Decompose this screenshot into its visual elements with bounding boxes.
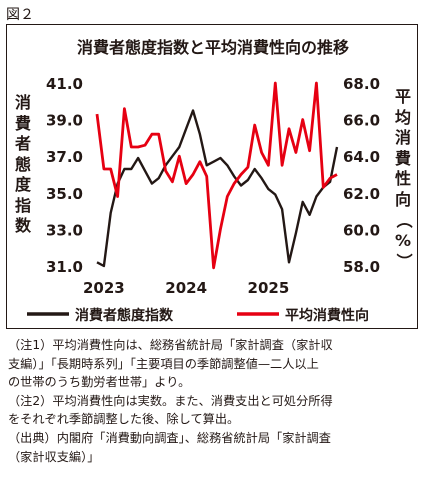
left-axis-label: 消費者態度指数 (13, 93, 33, 237)
axis-label-char: 指 (14, 195, 31, 215)
axis-label-char: 性 (394, 169, 411, 188)
axis-label-char: 費 (14, 113, 31, 133)
note-line: （注2）平均消費性向は実数。また、消費支出と可処分所得 (8, 393, 333, 408)
chart-svg: 消費者態度指数と平均消費性向の推移 31.0 33.0 35.0 37.0 39.0 41… (27, 38, 380, 324)
right-axis-label: 平均消費性向 （% ） (393, 87, 413, 272)
right-tick-label: 62.0 (343, 185, 380, 203)
axis-label-char: 向 (394, 189, 411, 209)
axis-label-char: （ (394, 212, 414, 229)
right-tick-label: 66.0 (343, 112, 380, 130)
note-line: （出典）内閣府「消費動向調査」、総務省統計局「家計調査 (8, 430, 331, 445)
right-tick-label: 68.0 (343, 75, 380, 93)
right-tick-label: 58.0 (343, 258, 380, 276)
left-tick-label: 37.0 (46, 148, 83, 166)
axis-label-char: 度 (14, 175, 31, 194)
x-tick-label: 2025 (248, 279, 290, 297)
axis-label-char: 消 (14, 93, 31, 112)
chart-title: 消費者態度指数と平均消費性向の推移 (77, 38, 349, 57)
x-axis-ticks: 2023 2024 2025 (83, 279, 289, 297)
note-line: （注1）平均消費性向は、総務省統計局「家計調査（家計収 (8, 338, 333, 352)
legend: 消費者態度指数 平均消費性向 (27, 307, 369, 324)
axis-label-char: % (394, 230, 412, 250)
left-tick-label: 39.0 (46, 112, 83, 130)
propensity-line (95, 81, 338, 270)
axis-label-char: 消 (394, 128, 411, 147)
axis-label-char: ） (394, 253, 414, 270)
left-tick-label: 31.0 (46, 258, 83, 276)
legend-label-consumer-confidence: 消費者態度指数 (75, 307, 174, 324)
figure-label: 図２ (6, 7, 34, 23)
axis-label-char: 者 (14, 134, 31, 153)
chart-frame: 消費者態度指数と平均消費性向の推移 31.0 33.0 35.0 37.0 39.0 41… (6, 24, 418, 329)
axis-label-char: 平 (394, 87, 411, 106)
axis-label-char: 数 (14, 216, 31, 235)
axis-label-char: 費 (394, 148, 411, 168)
note-line: の世帯のうち勤労者世帯」より。 (8, 375, 191, 390)
right-axis-ticks: 58.0 60.0 62.0 64.0 66.0 68.0 (343, 75, 380, 276)
x-tick-label: 2024 (165, 279, 207, 297)
axis-label-char: 態 (14, 154, 31, 174)
left-axis-ticks: 31.0 33.0 35.0 37.0 39.0 41.0 (46, 75, 83, 276)
notes: （注1）平均消費性向は、総務省統計局「家計調査（家計収 支編）」「長期時系列」「… (8, 336, 420, 466)
series-lines (95, 81, 339, 270)
axis-label-char: 均 (394, 107, 411, 127)
left-tick-label: 33.0 (46, 221, 83, 239)
consumer-confidence-line (96, 109, 339, 268)
legend-label-propensity: 平均消費性向 (285, 307, 369, 324)
left-tick-label: 35.0 (46, 185, 83, 203)
note-line: をそれぞれ季節調整した後、除して算出。 (8, 412, 240, 427)
right-tick-label: 60.0 (343, 221, 380, 239)
left-tick-label: 41.0 (46, 75, 83, 93)
note-line: 支編）」「長期時系列」「主要項目の季節調整値—二人以上 (8, 356, 319, 371)
note-line: （家計収支編）」 (8, 449, 100, 464)
right-tick-label: 64.0 (343, 148, 380, 166)
x-tick-label: 2023 (83, 279, 125, 297)
